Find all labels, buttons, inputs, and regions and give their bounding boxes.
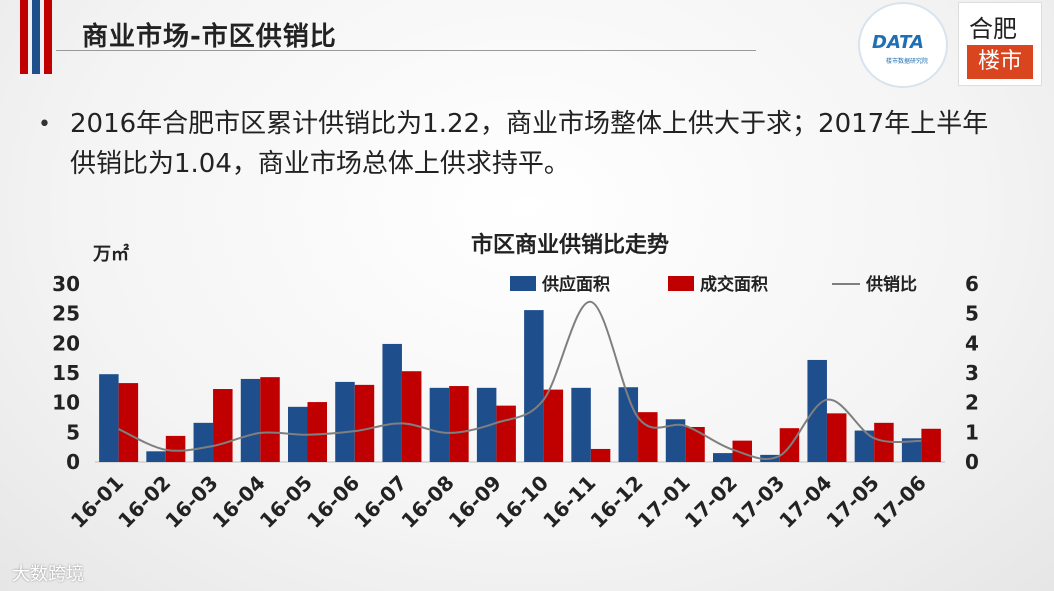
header-stripe-red-2 [44,0,52,74]
chart-title: 市区商业供销比走势 [471,232,669,258]
bar-deal [685,426,705,462]
series-line-ratio [118,300,922,461]
bar-deal [590,448,611,462]
y2-tick-label: 6 [965,272,979,296]
bar-supply [382,343,402,462]
x-tick-label: 16-12 [585,471,647,533]
watermark: 大数跨境 [12,564,84,585]
x-tick-label: 16-08 [396,471,458,533]
bar-supply [665,419,686,462]
bar-supply [807,359,827,462]
bar-supply [713,453,733,462]
x-tick-label: 16-02 [113,471,175,533]
cric-logo-subtext: 楼市数据研究院 [886,58,929,65]
bar-deal [732,440,752,462]
bar-deal [118,383,139,462]
bar-deal [496,405,516,462]
cric-logo: DATA 楼市数据研究院 [858,2,948,88]
x-tick-label: 17-06 [869,471,931,533]
y-tick-label: 5 [66,420,80,444]
y-tick-label: 15 [52,361,80,385]
legend-swatch-deal [668,276,694,291]
x-tick-label: 17-03 [727,471,789,533]
bar-supply [146,451,166,462]
bar-deal [307,402,327,462]
legend-label-supply: 供应面积 [541,274,610,295]
bar-supply [335,381,355,462]
x-tick-label: 16-04 [208,471,270,533]
legend-label-deal: 成交面积 [700,274,768,295]
hefei-loushi-logo: 合肥 楼市 [958,2,1042,86]
x-tick-label: 17-01 [633,471,695,533]
bar-supply [476,387,497,462]
bar-deal [354,384,375,462]
bar-deal [260,377,280,462]
x-tick-label: 16-01 [66,471,128,533]
y2-tick-label: 1 [965,420,979,444]
bar-supply [854,430,875,462]
y-tick-label: 0 [66,450,80,474]
header-stripe-red [20,0,28,74]
bar-deal [638,412,658,462]
x-tick-label: 16-09 [444,471,506,533]
bar-supply [193,422,214,462]
x-tick-label: 16-03 [160,471,222,533]
x-tick-label: 16-07 [349,471,411,533]
bar-supply [429,387,450,462]
y-axis-unit: 万㎡ [92,243,129,265]
x-tick-label: 17-02 [680,471,742,533]
y2-tick-label: 2 [965,391,979,415]
page-title: 商业市场-市区供销比 [82,22,337,52]
x-tick-label: 17-04 [774,471,836,533]
y2-tick-label: 5 [965,302,979,326]
legend-label-ratio: 供销比 [865,274,917,295]
legend-swatch-supply [510,276,536,291]
cric-logo-text: DATA [872,32,924,53]
bar-deal [449,386,469,462]
title-underline [56,50,756,51]
bullet-text: 2016年合肥市区累计供销比为1.22，商业市场整体上供大于求；2017年上半年… [70,109,989,179]
bar-supply [571,387,591,462]
bar-deal [874,422,894,462]
y2-tick-label: 0 [965,450,979,474]
bar-supply [901,438,922,462]
bar-supply [618,387,639,462]
hefei-logo-bottom: 楼市 [967,45,1033,79]
x-tick-label: 16-05 [255,471,317,533]
y2-tick-label: 4 [965,331,979,355]
bar-supply [99,374,119,462]
hefei-logo-top: 合肥 [969,15,1017,43]
bar-supply [524,310,544,462]
bar-deal [826,413,847,462]
x-tick-label: 16-10 [491,471,553,533]
y-tick-label: 30 [52,272,80,296]
bar-deal [921,428,941,462]
x-tick-label: 16-11 [538,471,600,533]
bar-deal [213,389,233,462]
y-tick-label: 20 [52,331,80,355]
bar-deal [543,389,564,462]
header-stripe-blue [32,0,40,74]
y-tick-label: 10 [52,391,80,415]
bar-supply [240,378,261,462]
y2-tick-label: 3 [965,361,979,385]
y-tick-label: 25 [52,302,80,326]
x-tick-label: 17-05 [821,471,883,533]
bullet-marker: • [38,112,51,137]
bar-deal [165,435,186,462]
bar-deal [401,371,422,462]
x-tick-label: 16-06 [302,471,364,533]
